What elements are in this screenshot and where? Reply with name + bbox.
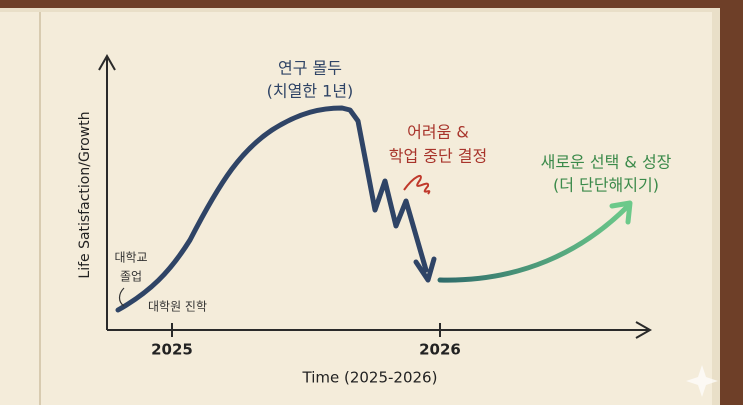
x-tick-label: 2026	[419, 341, 461, 359]
milestone-bracket	[118, 287, 125, 307]
milestone-label: 대학원 진학	[148, 300, 207, 314]
axes	[98, 53, 653, 339]
growth-curve	[437, 203, 631, 283]
peak-label: 연구 몰두	[278, 59, 342, 78]
arrowhead	[609, 200, 633, 225]
x-tick-label: 2025	[151, 341, 193, 359]
arrowhead	[413, 256, 437, 283]
growth-label: (더 단단해지기)	[553, 176, 659, 195]
growth-label: 새로운 선택 & 성장	[541, 153, 672, 172]
sparkle	[686, 365, 718, 397]
journey-curve	[115, 105, 429, 313]
peak-label: (치열한 1년)	[267, 82, 354, 101]
setback-label: 어려움 &	[407, 123, 469, 142]
page	[0, 12, 712, 405]
x-axis-label: Time (2025-2026)	[302, 369, 438, 387]
scribble	[403, 174, 431, 195]
milestone-label: 대학교	[114, 251, 147, 265]
y-axis-label: Life Satisfaction/Growth	[77, 111, 93, 278]
milestone-label: 졸업	[120, 270, 142, 284]
setback-label: 학업 중단 결정	[389, 147, 488, 166]
